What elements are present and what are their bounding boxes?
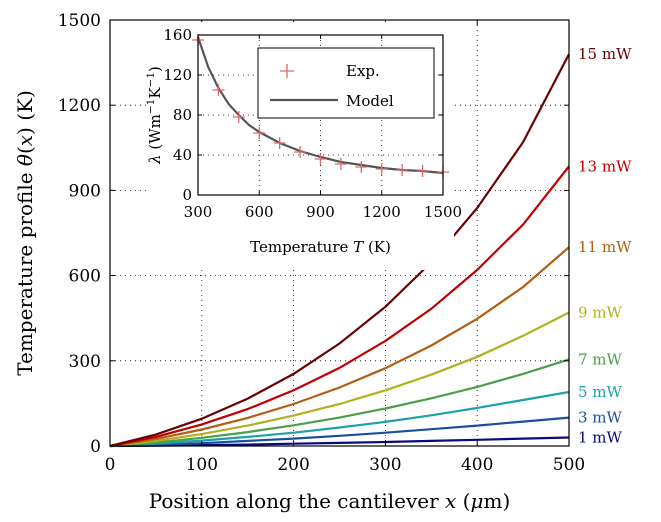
series-label: 13 mW	[578, 157, 632, 175]
y-tick-label: 300	[69, 352, 101, 372]
series-label: 11 mW	[578, 238, 632, 256]
y-tick-label: 0	[90, 437, 101, 457]
inset-y-tick-label: 80	[173, 106, 192, 124]
main-chart: 1 mW3 mW 5 mW 7 mW 9 mW 11 mW 13 mW 15 mW 0 100 2…	[13, 11, 632, 513]
x-tick-label: 500	[553, 455, 585, 475]
inset-y-tick-label: 0	[182, 186, 192, 204]
inset-y-tick-label: 40	[173, 146, 192, 164]
exp-marker	[396, 164, 409, 176]
x-tick-label: 100	[186, 455, 218, 475]
exp-marker	[273, 137, 286, 149]
exp-marker	[314, 153, 327, 165]
x-tick-label: 400	[461, 455, 493, 475]
series-label: 7 mW	[578, 350, 623, 368]
exp-marker	[253, 127, 266, 139]
legend-exp-marker	[280, 64, 294, 78]
exp-marker	[355, 161, 368, 173]
x-axis-label: Position along the cantilever x (μm)	[149, 489, 511, 513]
exp-marker	[232, 111, 245, 123]
inset-chart: 300 600 900 1200 1500 0 40 80 120 160 Temperature …	[145, 22, 462, 270]
series-line	[109, 311, 570, 448]
inset-x-tick-label: 1200	[363, 203, 401, 221]
inset-x-tick-label: 600	[245, 203, 274, 221]
series-label: 15 mW	[578, 45, 632, 63]
x-tick-label: 300	[369, 455, 401, 475]
legend-model-label: Model	[346, 92, 394, 110]
exp-marker	[294, 146, 307, 158]
exp-marker	[334, 158, 347, 170]
series-label: 5 mW	[578, 383, 623, 401]
y-axis-label: Temperature profile θ(x) (K)	[13, 90, 37, 376]
series-label: 3 mW	[578, 409, 623, 427]
series-line	[109, 416, 570, 448]
series-line	[109, 390, 570, 448]
inset-x-tick-label: 300	[184, 203, 213, 221]
inset-x-tick-label: 1500	[424, 203, 462, 221]
series-line	[109, 165, 570, 448]
inset-x-tick-label: 900	[306, 203, 335, 221]
series-line	[109, 246, 570, 448]
series-label: 9 mW	[578, 304, 623, 322]
exp-marker	[212, 84, 225, 96]
y-tick-label: 900	[69, 181, 101, 201]
series-label: 1 mW	[578, 428, 623, 446]
legend-box	[257, 47, 435, 119]
series-line	[109, 358, 570, 448]
inset-legend: Exp. Model	[257, 47, 435, 119]
legend-exp-label: Exp.	[346, 62, 380, 80]
inset-x-axis-label: Temperature T (K)	[250, 238, 391, 256]
model-line	[196, 36, 444, 175]
inset-y-axis-label: λ (Wm−1K−1)	[145, 66, 164, 165]
y-tick-label: 600	[69, 267, 101, 287]
exp-marker	[375, 163, 388, 175]
y-tick-label: 1500	[58, 11, 101, 31]
plot-frame	[109, 19, 570, 447]
x-tick-label: 0	[105, 455, 116, 475]
y-tick-label: 1200	[58, 96, 101, 116]
series-line	[109, 436, 570, 448]
inset-y-tick-label: 120	[163, 66, 192, 84]
series-line	[109, 53, 570, 448]
exp-marker	[416, 165, 429, 177]
inset-y-tick-label: 160	[163, 26, 192, 44]
x-tick-label: 200	[277, 455, 309, 475]
